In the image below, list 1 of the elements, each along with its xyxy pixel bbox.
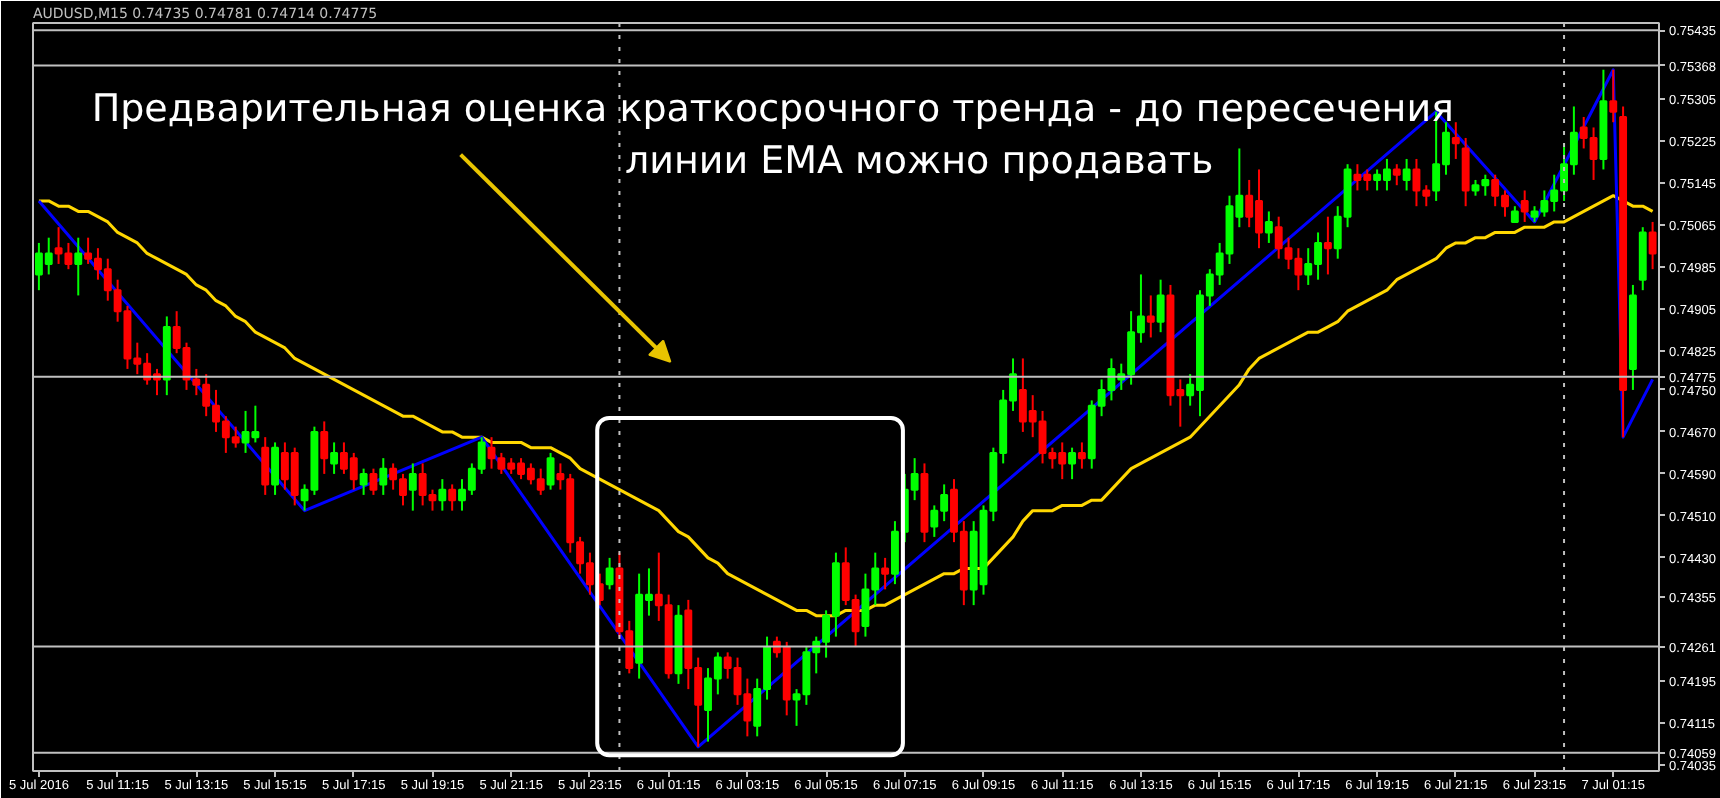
text: Предварительная оценка краткосрочного тренда - до пересечения линии EMA можно продавать [91, 87, 1454, 184]
